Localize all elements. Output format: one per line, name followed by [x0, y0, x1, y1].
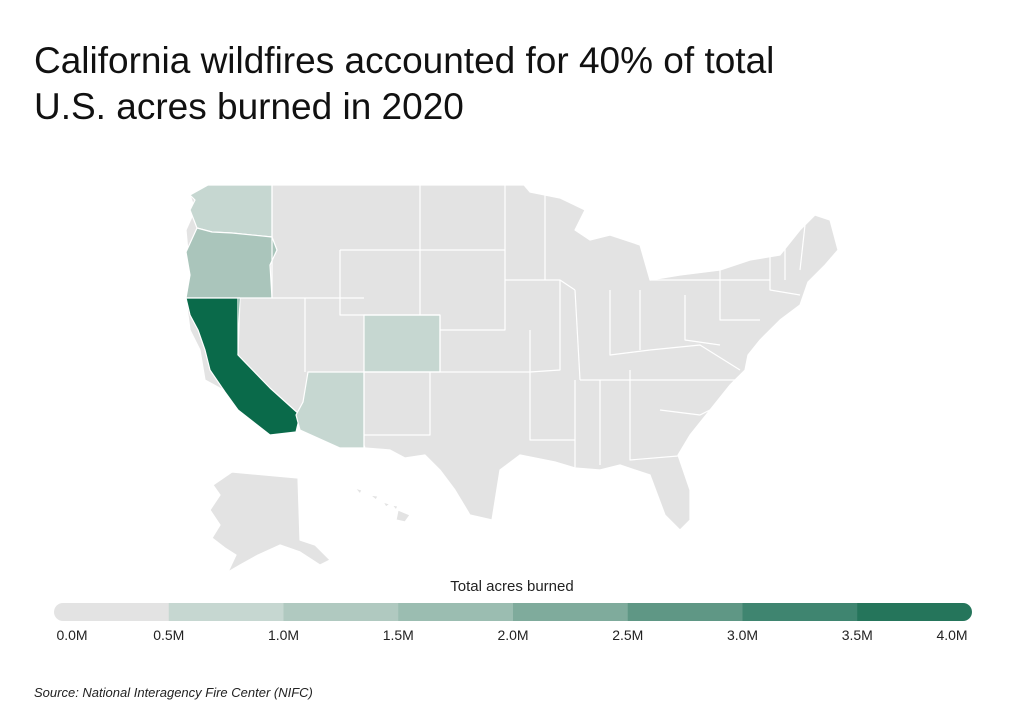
- legend-segment: [742, 603, 858, 621]
- legend-tick-label: 0.0M: [56, 627, 88, 643]
- legend-tick-label: 2.5M: [612, 627, 644, 643]
- legend-tick-label: 1.5M: [382, 627, 414, 643]
- legend-tick-label: 3.5M: [841, 627, 873, 643]
- legend-segment: [283, 603, 399, 621]
- state-oregon: [185, 227, 278, 299]
- us-choropleth-map: [0, 170, 1024, 580]
- legend-tick-label: 0.5M: [153, 627, 185, 643]
- legend-segment: [168, 603, 284, 621]
- state-borders: [237, 185, 806, 468]
- legend-title: Total acres burned: [450, 578, 574, 595]
- state-colorado: [363, 314, 441, 373]
- title-line-1: California wildfires accounted for 40% o…: [34, 40, 775, 81]
- state-california: [185, 297, 301, 436]
- map-svg: [185, 184, 839, 573]
- page-title: California wildfires accounted for 40% o…: [34, 38, 974, 130]
- legend-segment: [857, 603, 972, 621]
- legend-segment: [513, 603, 629, 621]
- source-note: Source: National Interagency Fire Center…: [34, 685, 313, 700]
- legend-tick-label: 3.0M: [726, 627, 759, 643]
- state-arizona: [295, 371, 365, 449]
- legend-tick-label: 4.0M: [936, 627, 968, 643]
- legend-tick-label: 2.0M: [497, 627, 529, 643]
- legend-color-bar: [54, 603, 972, 621]
- legend-segment: [398, 603, 514, 621]
- title-line-2: U.S. acres burned in 2020: [34, 86, 464, 127]
- legend-segment: [54, 603, 170, 621]
- state-alaska: [209, 471, 331, 573]
- legend-tick-labels: 0.0M 0.5M 1.0M 1.5M 2.0M 2.5M 3.0M 3.5M 4.0M: [0, 627, 1024, 647]
- legend-tick-label: 1.0M: [267, 627, 300, 643]
- state-hawaii: [354, 487, 411, 523]
- legend-segment: [627, 603, 743, 621]
